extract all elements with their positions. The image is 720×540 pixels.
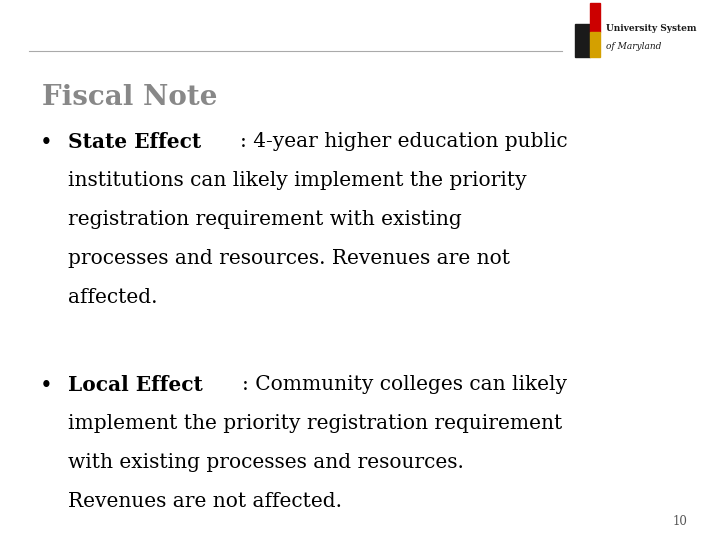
Text: Revenues are not affected.: Revenues are not affected. bbox=[68, 492, 343, 511]
Text: State Effect: State Effect bbox=[68, 132, 202, 152]
Text: 10: 10 bbox=[672, 515, 688, 528]
Text: registration requirement with existing: registration requirement with existing bbox=[68, 210, 462, 229]
Text: : 4-year higher education public: : 4-year higher education public bbox=[240, 132, 568, 151]
Bar bbox=[590, 32, 600, 57]
Text: Local Effect: Local Effect bbox=[68, 375, 203, 395]
Text: processes and resources. Revenues are not: processes and resources. Revenues are no… bbox=[68, 249, 510, 268]
Text: : Community colleges can likely: : Community colleges can likely bbox=[242, 375, 567, 394]
Bar bbox=[575, 24, 590, 57]
Text: •: • bbox=[40, 132, 53, 154]
Text: •: • bbox=[40, 375, 53, 397]
Text: with existing processes and resources.: with existing processes and resources. bbox=[68, 453, 464, 472]
Text: implement the priority registration requirement: implement the priority registration requ… bbox=[68, 414, 562, 433]
Text: Fiscal Note: Fiscal Note bbox=[42, 84, 217, 111]
Text: affected.: affected. bbox=[68, 288, 158, 307]
Text: University System: University System bbox=[606, 24, 697, 33]
Text: institutions can likely implement the priority: institutions can likely implement the pr… bbox=[68, 171, 527, 190]
Text: of Maryland: of Maryland bbox=[606, 42, 662, 51]
Bar bbox=[590, 3, 600, 32]
